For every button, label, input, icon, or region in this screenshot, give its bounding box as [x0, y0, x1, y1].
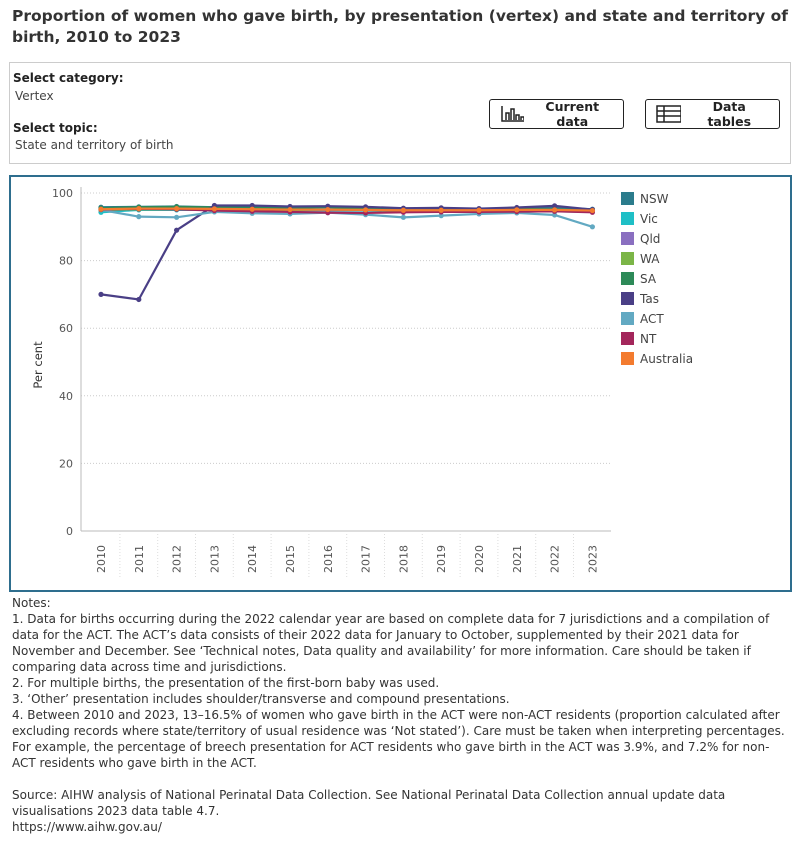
- y-tick-label: 0: [66, 525, 73, 538]
- data-point: [211, 206, 217, 212]
- y-axis-title: Per cent: [31, 341, 45, 389]
- data-point: [589, 224, 596, 230]
- category-label: Select category:: [13, 71, 124, 85]
- data-point: [174, 214, 180, 220]
- legend-swatch: [621, 192, 634, 205]
- x-tick-label: 2015: [284, 545, 297, 573]
- category-select[interactable]: Vertex: [15, 89, 54, 103]
- bar-icon: [501, 106, 524, 122]
- legend-swatch: [621, 232, 634, 245]
- topic-label: Select topic:: [13, 121, 98, 135]
- data-point: [98, 291, 104, 297]
- legend-swatch: [621, 332, 634, 345]
- note: 1. Data for births occurring during the …: [12, 612, 770, 674]
- legend-label: Vic: [640, 212, 658, 226]
- chart: Per cent 0 20 40 60 80 100 2010 2011 2012 2013 201…: [31, 187, 693, 579]
- data-point: [325, 206, 331, 213]
- x-tick-label: 2020: [473, 545, 486, 573]
- legend-label: WA: [640, 252, 660, 266]
- note: 4. Between 2010 and 2023, 13–16.5% of wo…: [12, 708, 785, 770]
- legend-swatch: [621, 292, 634, 305]
- source-url: https://www.aihw.gov.au/: [12, 820, 162, 834]
- legend-label: Tas: [639, 292, 659, 306]
- data-point: [514, 207, 520, 213]
- data-point: [174, 205, 180, 212]
- page-title: Proportion of women who gave birth, by p…: [12, 7, 788, 46]
- series-line: [100, 204, 593, 301]
- y-tick-label: 80: [59, 255, 73, 268]
- x-tick-label: 2011: [133, 545, 146, 573]
- data-point: [400, 214, 406, 220]
- data-point: [249, 202, 255, 209]
- legend-swatch: [621, 312, 634, 325]
- note: 3. ‘Other’ presentation includes shoulde…: [12, 692, 510, 706]
- data-point: [363, 207, 369, 213]
- button-label: Data tables: [707, 99, 752, 129]
- data-point: [98, 206, 104, 212]
- y-tick-label: 100: [52, 187, 73, 200]
- topic-select[interactable]: State and territory of birth: [15, 138, 174, 152]
- data-point: [438, 213, 444, 219]
- x-tick-label: 2010: [95, 545, 108, 573]
- data-point: [552, 212, 558, 218]
- x-tick-label: 2019: [435, 545, 448, 573]
- y-tick-label: 20: [59, 457, 73, 470]
- button-label: Current data: [545, 99, 600, 129]
- data-point: [552, 203, 558, 209]
- data-point: [136, 296, 142, 303]
- notes-heading: Notes:: [12, 596, 51, 610]
- data-tables-button[interactable]: Data tables: [645, 99, 780, 129]
- x-tick-label: 2017: [360, 545, 373, 573]
- source: Source: AIHW analysis of National Perina…: [12, 788, 726, 818]
- x-tick-label: 2014: [246, 545, 259, 573]
- legend-label: NSW: [640, 192, 669, 206]
- y-tick-label: 40: [59, 390, 73, 403]
- x-tick-label: 2023: [586, 545, 599, 573]
- x-tick-label: 2018: [397, 545, 410, 573]
- current-data-button[interactable]: Current data: [489, 99, 624, 129]
- legend-label: ACT: [640, 312, 664, 326]
- x-tick-label: 2022: [549, 545, 562, 573]
- data-point: [249, 206, 255, 212]
- legend-label: SA: [640, 272, 657, 286]
- y-tick-label: 60: [59, 322, 73, 335]
- data-point: [552, 207, 558, 213]
- data-point: [174, 227, 180, 233]
- x-tick-label: 2021: [511, 545, 524, 573]
- filter-panel: Select category: Vertex Select topic: St…: [9, 62, 791, 164]
- x-tick-label: 2013: [208, 545, 221, 573]
- legend-label: NT: [640, 332, 657, 346]
- legend-swatch: [621, 252, 634, 265]
- chart-container: Per cent 0 20 40 60 80 100 2010 2011 2012 2013 201…: [9, 175, 792, 592]
- data-point: [438, 207, 444, 213]
- notes: Notes: 1. Data for births occurring duri…: [12, 595, 787, 835]
- series-line: [100, 207, 593, 212]
- legend-label: Australia: [640, 352, 693, 366]
- legend-label: Qld: [640, 232, 660, 246]
- table-icon: [656, 105, 682, 123]
- data-point: [136, 214, 142, 220]
- legend-swatch: [621, 352, 634, 365]
- data-point: [589, 207, 596, 214]
- legend-swatch: [621, 212, 634, 225]
- data-point: [287, 206, 293, 213]
- data-point: [136, 205, 142, 212]
- legend-swatch: [621, 272, 634, 285]
- note: 2. For multiple births, the presentation…: [12, 676, 440, 690]
- x-tick-label: 2016: [322, 545, 335, 573]
- data-point: [476, 207, 482, 213]
- data-point: [400, 207, 406, 213]
- x-tick-label: 2012: [171, 545, 184, 573]
